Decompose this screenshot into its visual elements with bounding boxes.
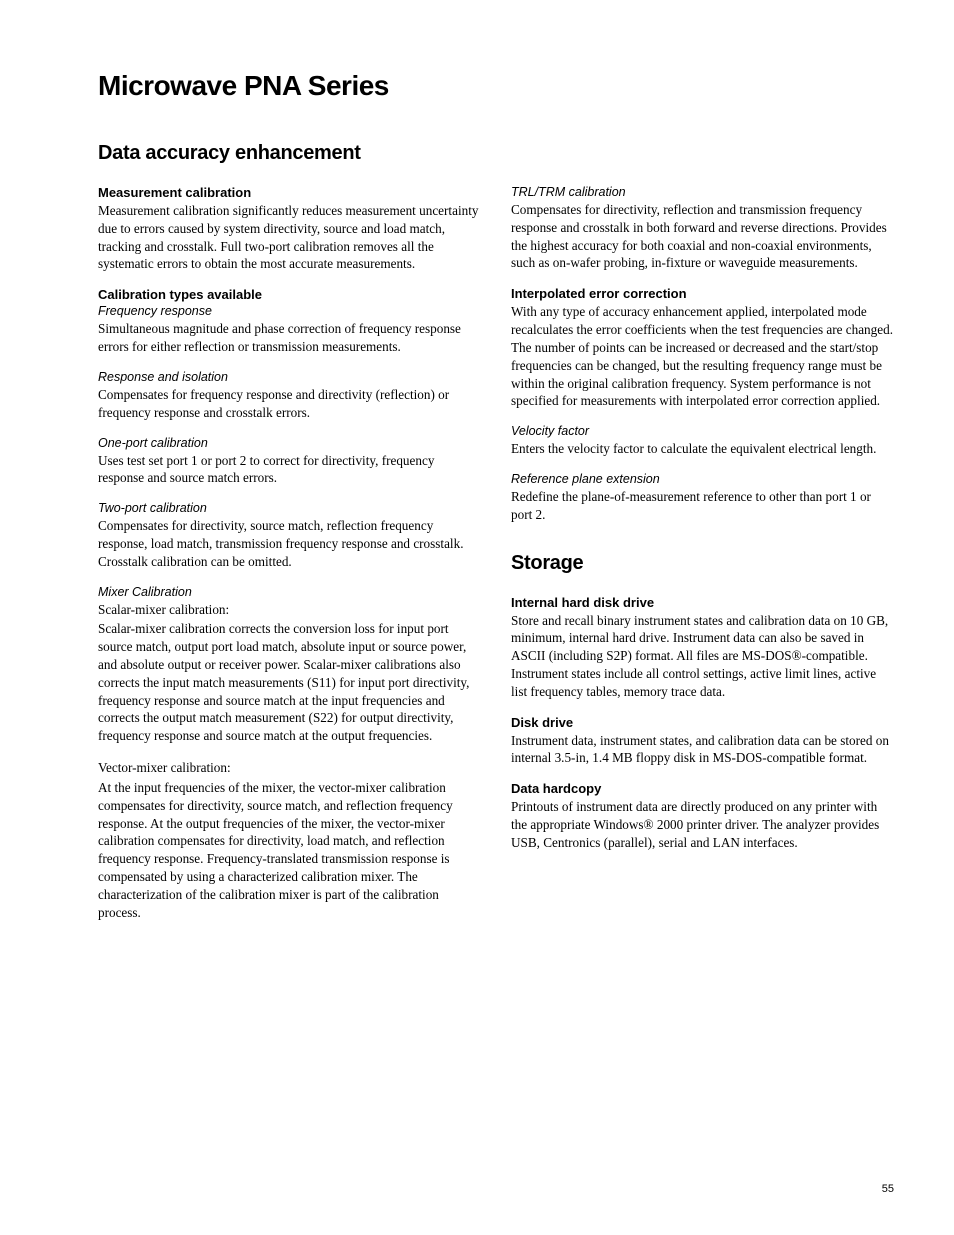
text-disk-drive: Instrument data, instrument states, and … <box>511 732 894 768</box>
text-internal-hdd: Store and recall binary instrument state… <box>511 612 894 701</box>
section-storage: Storage <box>511 552 894 575</box>
text-frequency-response: Simultaneous magnitude and phase correct… <box>98 320 481 356</box>
text-velocity-factor: Enters the velocity factor to calculate … <box>511 440 894 458</box>
heading-reference-plane: Reference plane extension <box>511 472 894 486</box>
text-reference-plane: Redefine the plane-of-measurement refere… <box>511 488 894 524</box>
heading-interpolated-error: Interpolated error correction <box>511 286 894 301</box>
heading-one-port: One-port calibration <box>98 436 481 450</box>
text-two-port: Compensates for directivity, source matc… <box>98 517 481 570</box>
page-number: 55 <box>882 1183 894 1195</box>
label-scalar-mixer: Scalar-mixer calibration: <box>98 601 481 619</box>
heading-velocity-factor: Velocity factor <box>511 424 894 438</box>
left-column: Measurement calibration Measurement cali… <box>98 185 481 935</box>
page-title: Microwave PNA Series <box>98 70 894 102</box>
section-data-accuracy: Data accuracy enhancement <box>98 142 894 165</box>
text-response-isolation: Compensates for frequency response and d… <box>98 386 481 422</box>
heading-trl-trm: TRL/TRM calibration <box>511 185 894 199</box>
right-column: TRL/TRM calibration Compensates for dire… <box>511 185 894 935</box>
text-one-port: Uses test set port 1 or port 2 to correc… <box>98 452 481 488</box>
heading-data-hardcopy: Data hardcopy <box>511 781 894 796</box>
label-vector-mixer: Vector-mixer calibration: <box>98 759 481 777</box>
heading-measurement-calibration: Measurement calibration <box>98 185 481 200</box>
text-interpolated-error: With any type of accuracy enhancement ap… <box>511 303 894 410</box>
storage-section: Storage Internal hard disk drive Store a… <box>511 552 894 852</box>
text-data-hardcopy: Printouts of instrument data are directl… <box>511 798 894 851</box>
heading-disk-drive: Disk drive <box>511 715 894 730</box>
text-measurement-calibration: Measurement calibration significantly re… <box>98 202 481 273</box>
heading-cal-types: Calibration types available <box>98 287 481 302</box>
text-vector-mixer: At the input frequencies of the mixer, t… <box>98 779 481 922</box>
heading-internal-hdd: Internal hard disk drive <box>511 595 894 610</box>
heading-frequency-response: Frequency response <box>98 304 481 318</box>
text-scalar-mixer: Scalar-mixer calibration corrects the co… <box>98 620 481 745</box>
heading-response-isolation: Response and isolation <box>98 370 481 384</box>
heading-two-port: Two-port calibration <box>98 501 481 515</box>
text-trl-trm: Compensates for directivity, reflection … <box>511 201 894 272</box>
heading-mixer-calibration: Mixer Calibration <box>98 585 481 599</box>
two-column-layout: Measurement calibration Measurement cali… <box>98 185 894 935</box>
